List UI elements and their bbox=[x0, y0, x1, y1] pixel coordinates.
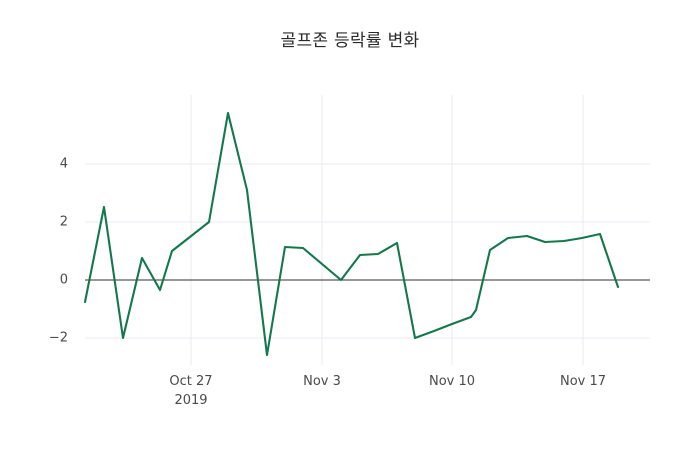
y-tick-label: 2 bbox=[59, 214, 68, 230]
chart-title: 골프존 등락률 변화 bbox=[280, 31, 420, 51]
x-tick-0: Oct 27 2019 bbox=[131, 372, 251, 410]
x-tick-1: Nov 3 bbox=[262, 372, 382, 391]
y-tick-label: −2 bbox=[48, 330, 68, 346]
horizontal-gridlines bbox=[85, 163, 650, 339]
vertical-gridlines bbox=[190, 95, 584, 365]
y-tick-label: 4 bbox=[59, 156, 68, 172]
x-tick-label: Oct 27 bbox=[169, 374, 213, 389]
x-tick-2: Nov 10 bbox=[392, 372, 512, 391]
x-tick-label: Nov 10 bbox=[428, 374, 476, 389]
x-tick-label: Nov 3 bbox=[303, 374, 341, 389]
data-series-line bbox=[83, 111, 620, 357]
y-tick-label: 0 bbox=[59, 272, 68, 288]
x-tick-3: Nov 17 bbox=[523, 372, 643, 391]
x-tick-label: Nov 17 bbox=[559, 374, 607, 389]
x-tick-sublabel: 2019 bbox=[174, 393, 208, 408]
